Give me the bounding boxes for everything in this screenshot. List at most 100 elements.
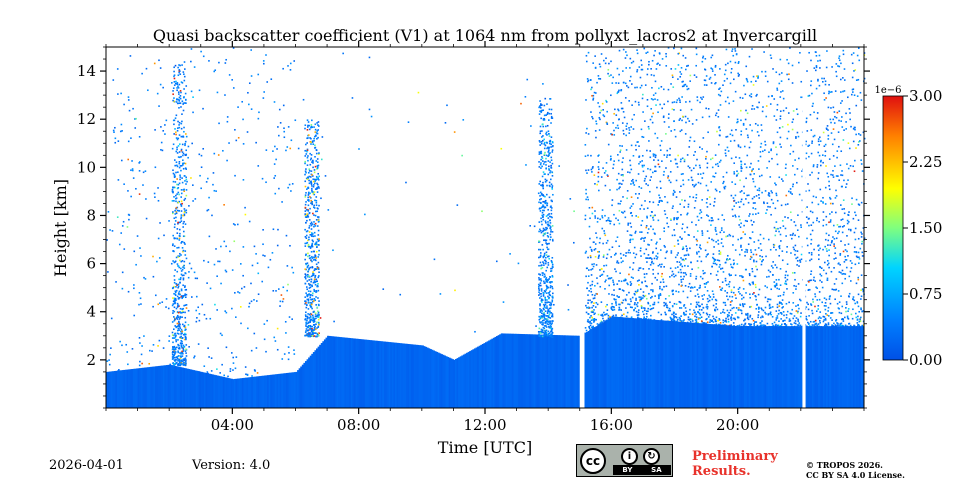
cloud-pixel — [178, 156, 181, 159]
noise-pixel — [835, 116, 838, 119]
aerosol-column — [391, 342, 394, 408]
noise-pixel — [833, 122, 836, 124]
noise-pixel — [293, 353, 296, 355]
noise-pixel — [591, 94, 593, 97]
aerosol-column — [597, 325, 600, 408]
noise-pixel — [640, 238, 642, 240]
noise-pixel — [606, 275, 609, 277]
noise-pixel — [854, 302, 857, 305]
noise-pixel — [591, 171, 593, 173]
noise-pixel — [678, 119, 681, 121]
noise-pixel — [600, 320, 603, 323]
noise-pixel — [811, 201, 814, 204]
noise-pixel — [651, 260, 653, 263]
noise-pixel — [610, 306, 613, 309]
cloud-pixel — [175, 80, 177, 83]
noise-pixel — [291, 318, 293, 320]
cloud-pixel — [172, 260, 174, 262]
aerosol-column — [527, 334, 530, 408]
noise-pixel — [646, 73, 649, 76]
noise-pixel — [140, 303, 142, 305]
cloud-pixel — [176, 164, 178, 167]
cloud-pixel — [304, 170, 307, 173]
noise-pixel — [705, 283, 707, 285]
noise-pixel — [835, 237, 838, 240]
noise-pixel — [617, 108, 619, 111]
noise-pixel — [645, 175, 648, 178]
noise-pixel — [784, 274, 787, 277]
noise-pixel — [727, 320, 730, 323]
noise-pixel — [619, 186, 621, 188]
cloud-pixel — [304, 214, 307, 217]
noise-pixel — [781, 90, 784, 92]
noise-pixel — [599, 111, 601, 114]
noise-pixel — [776, 87, 778, 90]
noise-pixel — [635, 179, 637, 182]
cloud-pixel — [175, 211, 178, 213]
noise-pixel — [757, 75, 759, 78]
aerosol-column — [841, 326, 844, 408]
noise-pixel — [829, 221, 832, 223]
noise-pixel — [598, 241, 601, 244]
noise-pixel — [608, 293, 610, 295]
aerosol-column — [822, 326, 826, 408]
noise-pixel — [843, 129, 845, 131]
aerosol-column — [647, 319, 650, 408]
cloud-pixel — [173, 186, 175, 189]
noise-pixel — [807, 183, 809, 185]
noise-pixel — [697, 296, 700, 298]
noise-pixel — [835, 288, 838, 291]
noise-pixel — [835, 75, 838, 78]
noise-pixel — [712, 321, 715, 323]
noise-pixel — [672, 205, 674, 207]
noise-pixel — [679, 268, 682, 271]
noise-pixel — [202, 107, 204, 110]
noise-pixel — [799, 51, 801, 54]
noise-pixel — [635, 215, 638, 217]
noise-pixel — [825, 312, 827, 315]
noise-pixel — [628, 273, 630, 276]
noise-pixel — [808, 189, 811, 192]
noise-pixel — [274, 174, 277, 177]
noise-pixel — [847, 228, 850, 231]
cloud-pixel — [183, 213, 186, 216]
aerosol-column — [549, 334, 552, 408]
noise-pixel — [756, 304, 758, 306]
cloud-pixel — [182, 189, 185, 191]
noise-pixel — [279, 300, 282, 303]
noise-pixel — [629, 239, 631, 242]
noise-pixel — [217, 154, 220, 156]
noise-pixel — [759, 233, 762, 236]
noise-pixel — [817, 177, 820, 180]
noise-pixel — [676, 162, 678, 165]
noise-pixel — [848, 295, 850, 298]
noise-pixel — [284, 320, 287, 323]
noise-pixel — [602, 167, 604, 169]
noise-pixel — [598, 161, 600, 163]
noise-pixel — [617, 118, 620, 121]
cloud-pixel — [307, 243, 310, 246]
aerosol-column — [412, 344, 415, 408]
noise-pixel — [139, 342, 141, 344]
noise-pixel — [652, 268, 654, 271]
cloud-pixel — [310, 137, 312, 140]
aerosol-column — [158, 365, 161, 408]
noise-pixel — [735, 156, 737, 159]
noise-pixel — [591, 167, 594, 169]
noise-pixel — [618, 280, 620, 282]
noise-pixel — [798, 235, 800, 238]
noise-pixel — [745, 198, 747, 200]
aerosol-column — [298, 368, 301, 408]
cloud-pixel — [183, 338, 186, 341]
noise-pixel — [808, 252, 811, 254]
cloud-pixel — [177, 364, 180, 366]
noise-pixel — [666, 306, 669, 309]
noise-pixel — [645, 224, 648, 227]
aerosol-column — [578, 335, 581, 408]
noise-pixel — [680, 213, 682, 216]
noise-pixel — [711, 298, 714, 301]
noise-pixel — [719, 129, 721, 132]
noise-pixel — [828, 298, 831, 300]
noise-pixel — [684, 258, 687, 260]
noise-pixel — [808, 224, 810, 227]
